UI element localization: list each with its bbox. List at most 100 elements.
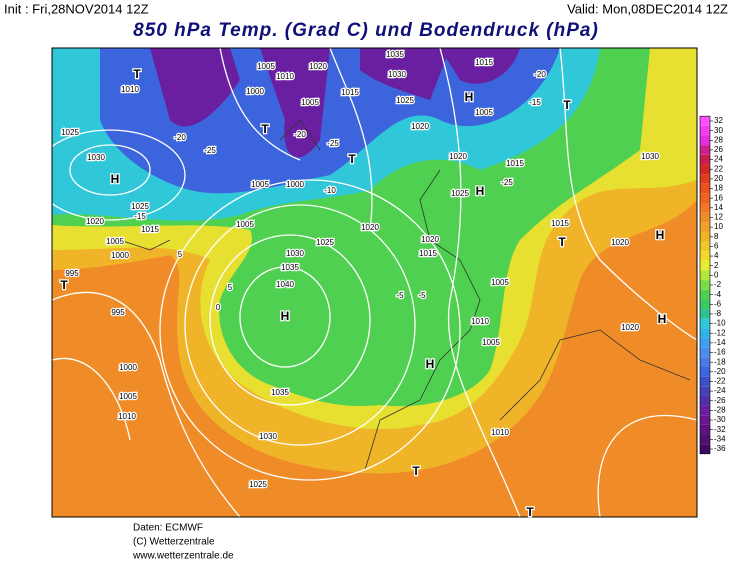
data-source: Daten: ECMWF bbox=[133, 523, 203, 534]
scale-label: 26 bbox=[714, 145, 723, 154]
map-label: 1005 bbox=[257, 62, 275, 71]
map-label: 1005 bbox=[236, 220, 254, 229]
map-label: -20 bbox=[294, 130, 306, 139]
map-label: 1030 bbox=[641, 152, 659, 161]
scale-label: 4 bbox=[714, 251, 719, 260]
map-labels: 101010251030H10251020101510051000995T995… bbox=[59, 49, 668, 521]
pressure-center: H bbox=[656, 228, 665, 242]
map-label: 1015 bbox=[475, 58, 493, 67]
scale-band bbox=[700, 405, 710, 416]
map-label: 1020 bbox=[411, 122, 429, 131]
scale-label: 0 bbox=[714, 270, 719, 279]
map-label: 1020 bbox=[621, 323, 639, 332]
map-label: 1025 bbox=[451, 189, 469, 198]
valid-time: Valid: Mon,08DEC2014 12Z bbox=[567, 1, 728, 16]
scale-label: 10 bbox=[714, 222, 723, 231]
scale-band bbox=[700, 444, 710, 454]
scale-band bbox=[700, 270, 710, 281]
scale-band bbox=[700, 289, 710, 300]
scale-band bbox=[700, 424, 710, 435]
map-label: 1020 bbox=[361, 223, 379, 232]
map-label: 1035 bbox=[281, 263, 299, 272]
scale-band bbox=[700, 251, 710, 261]
pressure-center: T bbox=[261, 122, 269, 136]
scale-band bbox=[700, 376, 710, 387]
scale-label: -30 bbox=[714, 415, 726, 424]
pressure-center: T bbox=[558, 235, 566, 249]
scale-band bbox=[700, 318, 710, 329]
map-label: -20 bbox=[534, 70, 546, 79]
scale-band bbox=[700, 367, 710, 377]
map-label: 1030 bbox=[388, 70, 406, 79]
scale-band bbox=[700, 212, 710, 223]
map-label: 1020 bbox=[449, 152, 467, 161]
scale-label: 30 bbox=[714, 126, 723, 135]
scale-band bbox=[700, 299, 710, 310]
map-label: 1020 bbox=[611, 238, 629, 247]
map-label: 1020 bbox=[86, 217, 104, 226]
map-label: 1010 bbox=[118, 412, 136, 421]
map-label: 1005 bbox=[251, 180, 269, 189]
scale-label: 16 bbox=[714, 193, 723, 202]
pressure-center: H bbox=[476, 184, 485, 198]
scale-band bbox=[700, 183, 710, 194]
map-label: 1015 bbox=[141, 225, 159, 234]
scale-label: 28 bbox=[714, 135, 723, 144]
map-label: 5 bbox=[178, 250, 183, 259]
scale-band bbox=[700, 203, 710, 213]
map-label: 1005 bbox=[119, 392, 137, 401]
map-label: -15 bbox=[529, 98, 541, 107]
scale-band bbox=[700, 357, 710, 367]
color-scale: 32302826242220181614121086420-2-4-6-8-10… bbox=[699, 115, 726, 455]
scale-band bbox=[700, 222, 710, 232]
map-label: 1025 bbox=[316, 238, 334, 247]
pressure-center: H bbox=[111, 172, 120, 186]
scale-band bbox=[700, 135, 710, 146]
map-label: 1040 bbox=[276, 280, 294, 289]
map-label: 995 bbox=[111, 308, 125, 317]
scale-band bbox=[700, 309, 710, 319]
init-time: Init : Fri,28NOV2014 12Z bbox=[4, 1, 149, 16]
scale-label: -28 bbox=[714, 406, 726, 415]
map-label: 1005 bbox=[475, 108, 493, 117]
scale-label: -20 bbox=[714, 367, 726, 376]
map-label: 1025 bbox=[396, 96, 414, 105]
scale-band bbox=[700, 174, 710, 184]
scale-label: -36 bbox=[714, 444, 726, 453]
scale-label: -16 bbox=[714, 348, 726, 357]
pressure-center: H bbox=[426, 357, 435, 371]
map-label: -25 bbox=[204, 146, 216, 155]
scale-band bbox=[700, 260, 710, 271]
scale-label: 24 bbox=[714, 155, 723, 164]
map-label: 1005 bbox=[106, 237, 124, 246]
map-label: 1025 bbox=[131, 202, 149, 211]
scale-label: 20 bbox=[714, 174, 723, 183]
scale-label: 2 bbox=[714, 261, 719, 270]
scale-band bbox=[700, 125, 710, 136]
scale-label: 22 bbox=[714, 164, 723, 173]
scale-label: -18 bbox=[714, 357, 726, 366]
scale-label: -4 bbox=[714, 290, 722, 299]
pressure-center: T bbox=[133, 67, 141, 81]
map-label: 1010 bbox=[491, 428, 509, 437]
map-label: 1035 bbox=[386, 50, 404, 59]
map-label: -15 bbox=[134, 212, 146, 221]
map-label: 1000 bbox=[119, 363, 137, 372]
copyright: (C) Wetterzentrale bbox=[133, 537, 215, 548]
map-label: 5 bbox=[228, 283, 233, 292]
scale-label: -32 bbox=[714, 425, 726, 434]
scale-label: -12 bbox=[714, 328, 726, 337]
map-label: -25 bbox=[327, 139, 339, 148]
map-label: 1025 bbox=[249, 480, 267, 489]
scale-band bbox=[700, 231, 710, 242]
scale-label: 18 bbox=[714, 184, 723, 193]
scale-band bbox=[700, 154, 710, 165]
map-label: 1005 bbox=[301, 98, 319, 107]
map-label: 1015 bbox=[419, 249, 437, 258]
map-label: 1000 bbox=[246, 87, 264, 96]
map-label: 1000 bbox=[286, 180, 304, 189]
map-label: 1010 bbox=[471, 317, 489, 326]
scale-label: 6 bbox=[714, 242, 719, 251]
map-label: 1020 bbox=[421, 235, 439, 244]
map-label: 1005 bbox=[491, 278, 509, 287]
